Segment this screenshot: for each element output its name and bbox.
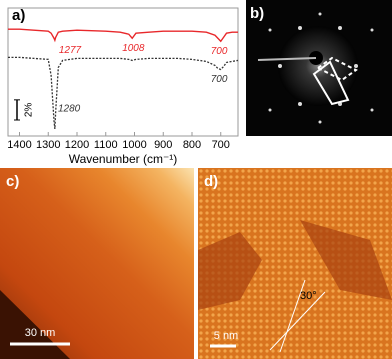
panel-label: b) [250, 5, 264, 22]
scale-label: 30 nm [25, 327, 56, 339]
direction-line [269, 291, 326, 351]
angle-label: 30° [300, 290, 317, 302]
peak-label: 1280 [58, 104, 81, 115]
beam-stop-arm [257, 57, 317, 61]
panel-label: c) [6, 173, 19, 190]
direction-line [279, 279, 306, 353]
unit-cell-dashed [316, 56, 358, 82]
x-axis-label: Wavenumber (cm⁻¹) [69, 152, 178, 166]
panel-label: a) [12, 7, 25, 24]
scale-label: 5 nm [214, 330, 238, 342]
terrace [0, 290, 70, 359]
x-tick-label: 700 [212, 139, 230, 151]
panel-label: d) [204, 173, 218, 190]
peak-label: 1008 [122, 43, 145, 54]
domain [198, 220, 392, 310]
x-tick-label: 1200 [65, 139, 89, 151]
peak-label: 700 [211, 46, 228, 57]
plot-frame [7, 7, 239, 137]
x-tick-label: 1400 [7, 139, 31, 151]
x-tick-label: 800 [183, 139, 201, 151]
x-tick-label: 1100 [94, 139, 118, 151]
series-line [8, 56, 239, 130]
diffuse-halo [278, 26, 358, 106]
peak-label: 700 [211, 74, 228, 85]
x-tick-label: 1000 [122, 139, 146, 151]
x-tick-label: 900 [154, 139, 172, 151]
peak-label: 1277 [59, 45, 82, 56]
scale-bar-label: 2% [24, 103, 35, 118]
unit-cell [312, 60, 350, 106]
series-line [8, 28, 238, 43]
x-tick-label: 1300 [36, 139, 60, 151]
